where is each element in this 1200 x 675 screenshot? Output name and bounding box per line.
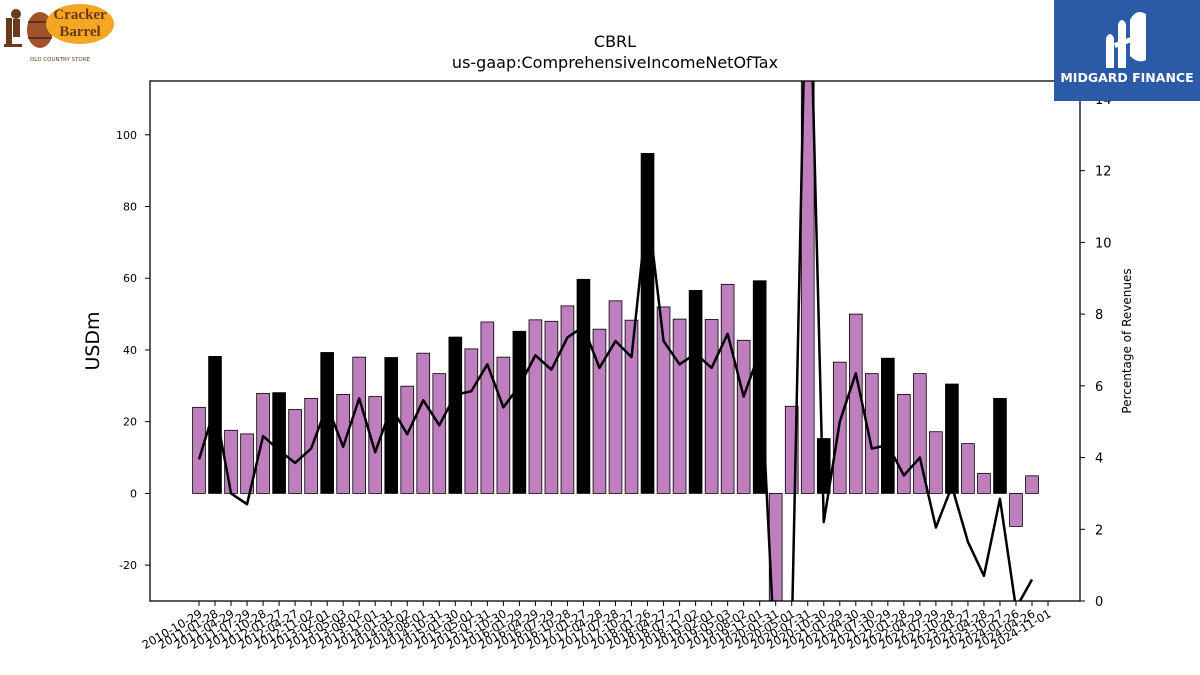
bar	[480, 321, 495, 494]
y-tick-label: 60	[123, 272, 137, 285]
bar	[961, 443, 975, 494]
logo-name-line2: Barrel	[59, 24, 100, 40]
y2-tick-label: 10	[1095, 236, 1112, 251]
bar	[368, 396, 383, 494]
y-tick-label: 40	[123, 344, 137, 357]
bar	[865, 373, 879, 494]
y2-tick-label: 12	[1095, 165, 1112, 180]
chart-subtitle: us-gaap:ComprehensiveIncomeNetOfTax	[451, 53, 779, 72]
bar	[656, 306, 671, 494]
bar	[592, 328, 607, 494]
bar	[544, 320, 559, 494]
y2-tick-label: 0	[1095, 595, 1103, 610]
bar	[496, 356, 511, 494]
y-tick-label: 20	[123, 416, 137, 429]
bar	[256, 392, 270, 494]
y2-tick-label: 8	[1095, 308, 1103, 323]
bar	[416, 352, 431, 494]
bar	[240, 433, 254, 494]
bar	[560, 305, 575, 494]
bar	[272, 392, 286, 494]
brand-name: MIDGARD FINANCE	[1060, 70, 1193, 85]
bar	[400, 385, 415, 494]
bar	[640, 153, 655, 494]
y2-tick-label: 6	[1095, 380, 1103, 395]
bar	[576, 278, 591, 494]
bar	[1025, 475, 1039, 494]
bar	[432, 373, 447, 494]
bar	[192, 406, 206, 494]
midgard-mark-icon	[1106, 12, 1146, 68]
y2-tick-label: 2	[1095, 523, 1103, 538]
bar	[688, 290, 703, 494]
y2-axis-label: Percentage of Revenues	[1120, 268, 1134, 413]
midgard-finance-logo: MIDGARD FINANCE	[1054, 0, 1200, 101]
bar	[608, 300, 623, 494]
bar	[993, 397, 1007, 494]
y-tick-label: -20	[119, 559, 137, 572]
bar	[704, 319, 719, 494]
logo-name-line1: Cracker	[53, 7, 107, 23]
y2-tick-label: 4	[1095, 452, 1103, 467]
bar	[624, 319, 639, 494]
bar	[929, 431, 943, 494]
bar	[945, 383, 959, 494]
bar	[384, 357, 399, 494]
plot-area	[192, 81, 1039, 601]
bar	[720, 283, 735, 494]
y-tick-label: 100	[116, 129, 137, 142]
bar	[464, 348, 479, 494]
bar	[512, 330, 527, 494]
y-tick-label: 0	[130, 487, 137, 500]
bar	[320, 352, 334, 494]
y-tick-label: 80	[123, 201, 137, 214]
chart-title: CBRL	[593, 32, 637, 51]
bar	[913, 373, 927, 494]
pct-of-revenue-line	[197, 81, 1034, 601]
rocking-chair-icon	[4, 9, 22, 47]
bar	[224, 429, 238, 494]
y-axis-label: USDm	[82, 311, 104, 370]
cracker-barrel-logo: Cracker Barrel OLD COUNTRY STORE	[0, 0, 120, 70]
bar	[848, 313, 863, 494]
bar	[528, 319, 543, 494]
bar	[800, 81, 815, 494]
bar	[448, 336, 463, 494]
bar	[881, 357, 895, 494]
bar	[736, 339, 751, 494]
bar	[1009, 493, 1023, 527]
bar	[672, 318, 687, 494]
bar	[352, 356, 366, 494]
bar	[288, 409, 302, 494]
bar	[897, 394, 911, 494]
logo-tagline: OLD COUNTRY STORE	[30, 57, 91, 63]
bar	[977, 472, 991, 494]
